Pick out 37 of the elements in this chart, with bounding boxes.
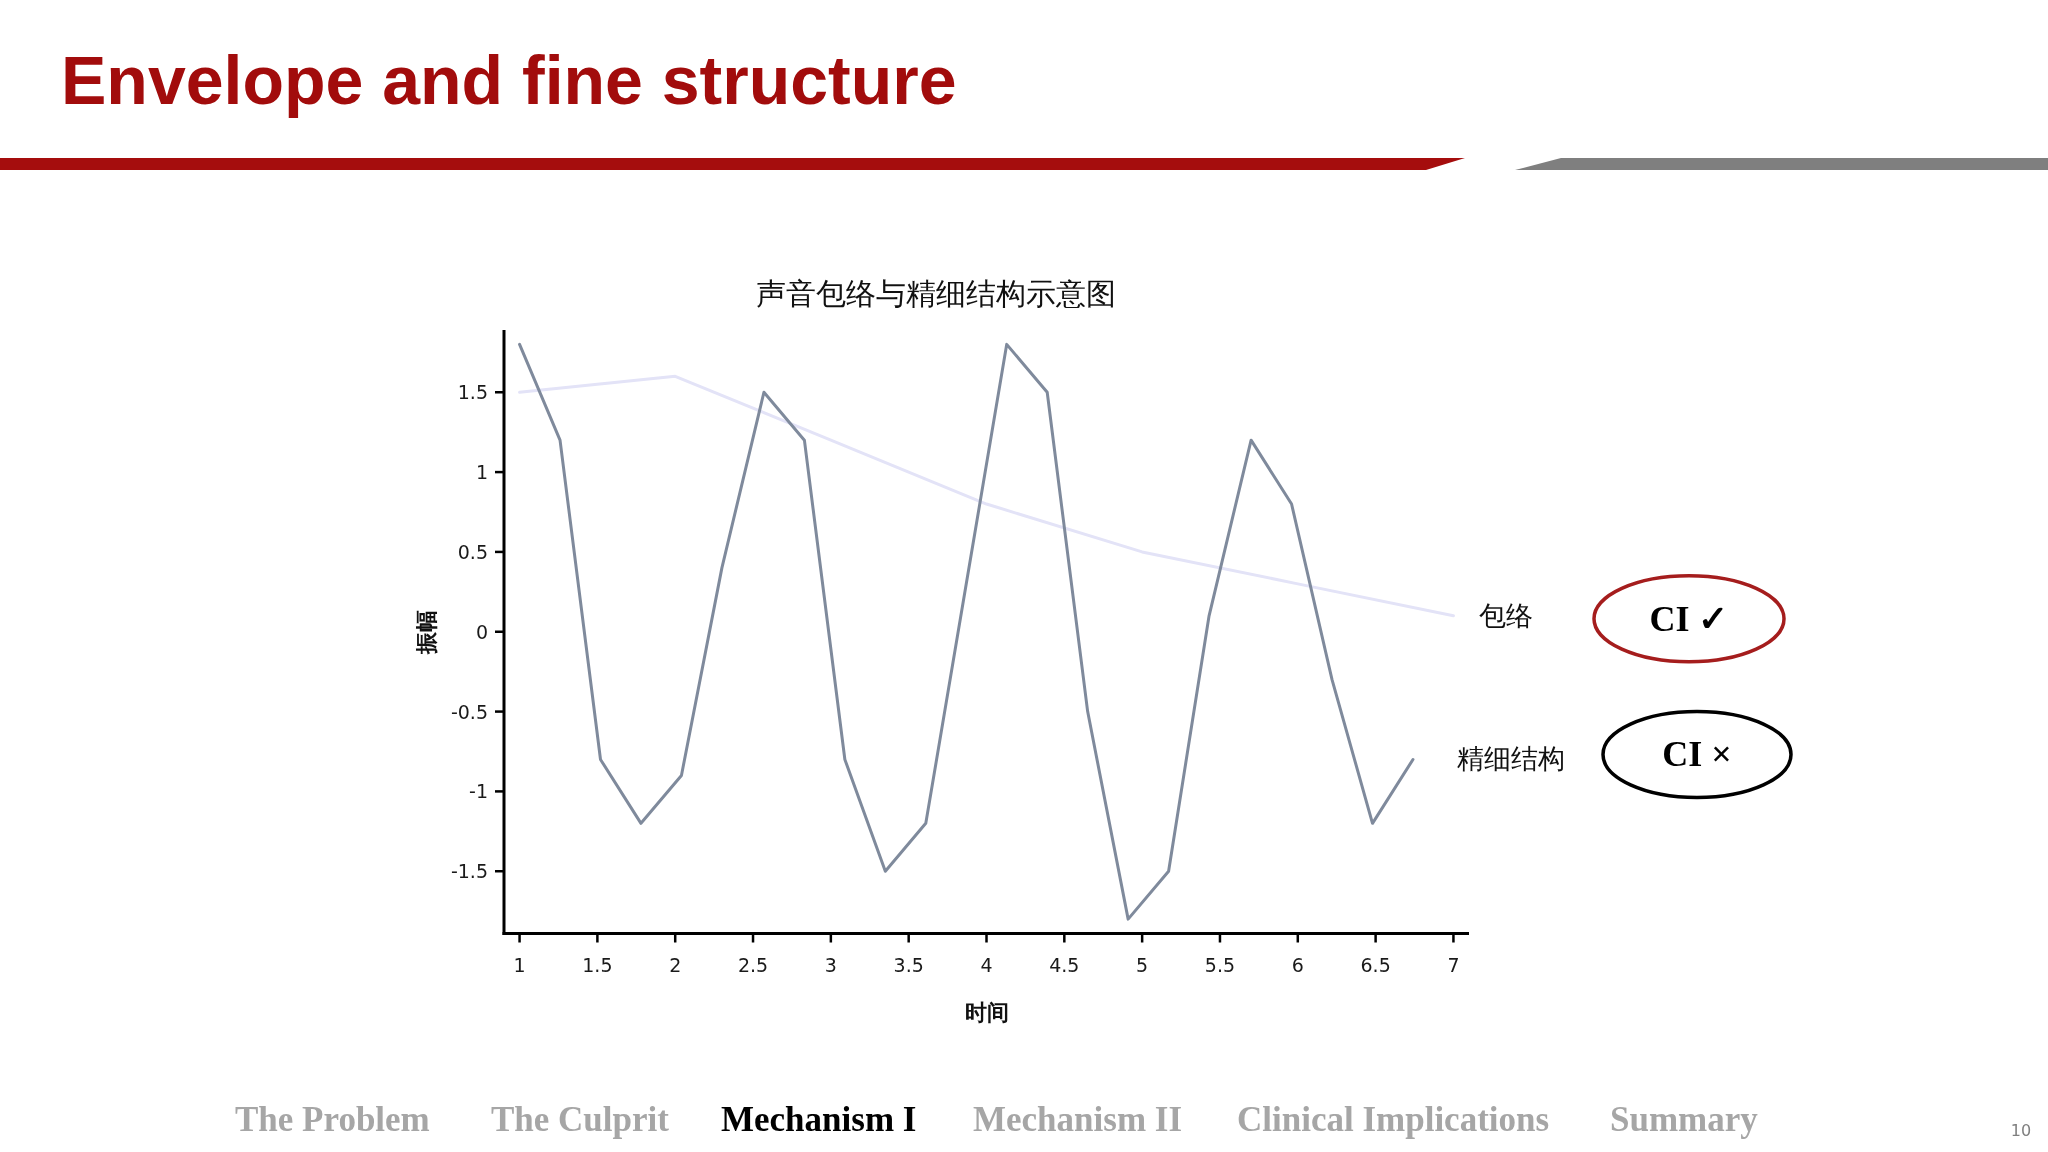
- text: Clinical Implications: [1237, 1100, 1550, 1139]
- y-axis-title: 振幅: [413, 609, 439, 655]
- x-tick-label: 3.5: [893, 953, 924, 976]
- chart-title: Envelope and fine structure: [61, 42, 957, 118]
- x-tick-label: 1.5: [582, 953, 613, 976]
- y-tick-label: -1: [469, 780, 488, 803]
- x-tick-label: 1: [513, 953, 526, 976]
- y-tick-label: -1.5: [450, 860, 488, 883]
- series-label: 包络: [1479, 600, 1534, 631]
- y-tick-label: 1: [475, 461, 488, 484]
- chart-subtitle: 声音包络与精细结构示意图: [756, 276, 1116, 311]
- line-series: [518, 374, 1455, 618]
- y-tick-label: 1.5: [457, 381, 488, 404]
- y-tick-label: 0.5: [457, 540, 488, 563]
- text: Mechanism II: [973, 1100, 1183, 1139]
- line-series: [518, 342, 1415, 921]
- text: Mechanism I: [721, 1100, 917, 1139]
- x-tick-label: 4: [980, 953, 993, 976]
- x-tick-label: 7: [1447, 953, 1460, 976]
- x-tick-label: 6.5: [1360, 953, 1391, 976]
- x-tick-label: 5: [1136, 953, 1149, 976]
- series-label: 精细结构: [1456, 744, 1565, 775]
- y-tick-label: -0.5: [450, 700, 488, 723]
- x-axis-title: 时间: [964, 1000, 1009, 1025]
- x-tick-label: 5.5: [1204, 953, 1236, 976]
- x-tick-label: 4.5: [1049, 953, 1080, 976]
- text: The Problem: [235, 1100, 430, 1139]
- text: 10: [2010, 1121, 2032, 1140]
- x-tick-label: 3: [824, 953, 837, 976]
- text: CI ✓: [1649, 598, 1729, 639]
- x-tick-label: 6: [1291, 953, 1304, 976]
- x-tick-label: 2: [669, 953, 682, 976]
- text: CI ×: [1662, 734, 1732, 775]
- x-tick-label: 2.5: [737, 953, 769, 976]
- text: Summary: [1610, 1100, 1759, 1139]
- y-tick-label: 0: [475, 620, 488, 643]
- text: The Culprit: [491, 1100, 670, 1139]
